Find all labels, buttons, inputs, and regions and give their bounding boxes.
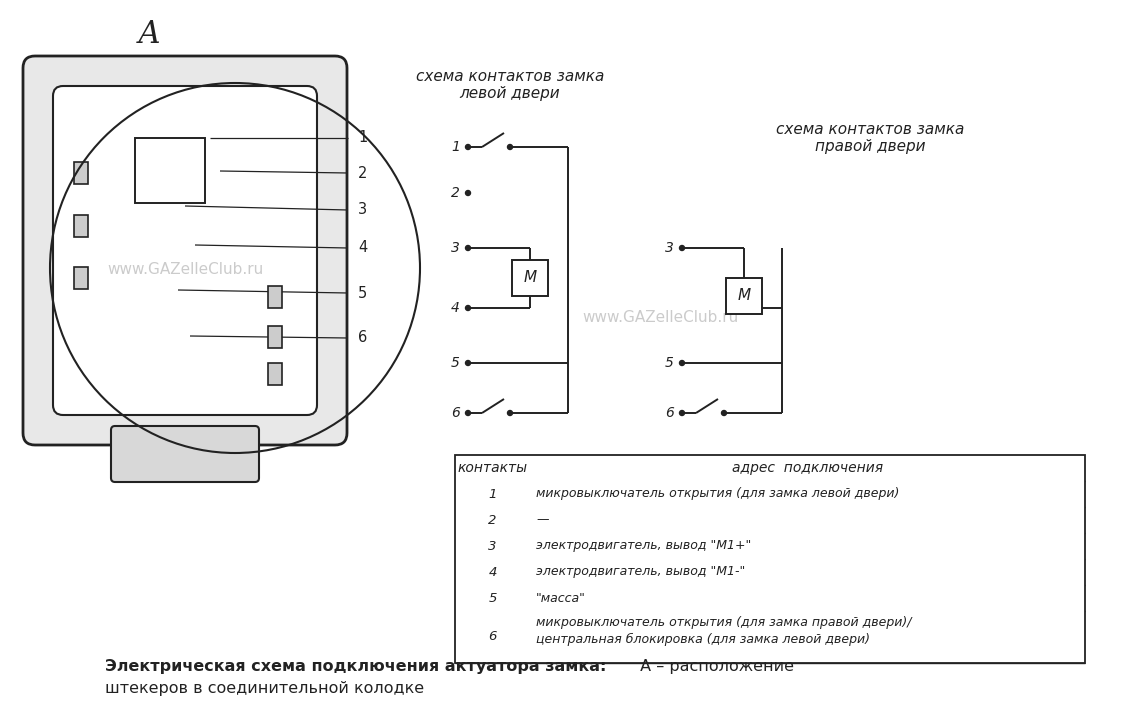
- Text: 6: 6: [665, 406, 674, 420]
- Circle shape: [466, 144, 470, 149]
- Text: 6: 6: [488, 630, 497, 644]
- Text: 2: 2: [451, 186, 460, 200]
- FancyBboxPatch shape: [268, 363, 282, 385]
- Text: 1: 1: [358, 130, 367, 146]
- Circle shape: [680, 245, 684, 250]
- Circle shape: [466, 191, 470, 196]
- Circle shape: [507, 411, 513, 416]
- Text: 3: 3: [358, 202, 367, 218]
- Text: адрес  подключения: адрес подключения: [732, 461, 883, 475]
- Text: 3: 3: [665, 241, 674, 255]
- Text: 4: 4: [358, 240, 367, 256]
- Text: штекеров в соединительной колодке: штекеров в соединительной колодке: [105, 681, 424, 695]
- FancyBboxPatch shape: [22, 56, 347, 445]
- Text: 6: 6: [358, 331, 367, 346]
- Circle shape: [466, 411, 470, 416]
- Text: 1: 1: [451, 140, 460, 154]
- Circle shape: [507, 144, 513, 149]
- Text: схема контактов замка
левой двери: схема контактов замка левой двери: [416, 69, 604, 101]
- Text: Электрическая схема подключения актуатора замка:: Электрическая схема подключения актуатор…: [105, 659, 606, 673]
- FancyBboxPatch shape: [74, 162, 88, 184]
- Circle shape: [680, 360, 684, 365]
- Text: 5: 5: [358, 285, 367, 301]
- Text: 1: 1: [488, 488, 497, 501]
- Text: 5: 5: [488, 591, 497, 604]
- Text: 2: 2: [488, 513, 497, 526]
- Text: www.GAZelleClub.ru: www.GAZelleClub.ru: [582, 311, 738, 325]
- Text: 3: 3: [451, 241, 460, 255]
- FancyBboxPatch shape: [512, 260, 548, 296]
- FancyBboxPatch shape: [74, 215, 88, 237]
- FancyBboxPatch shape: [135, 138, 205, 202]
- FancyBboxPatch shape: [111, 426, 259, 482]
- FancyBboxPatch shape: [726, 277, 762, 314]
- Text: 4: 4: [488, 566, 497, 579]
- Text: А – расположение: А – расположение: [635, 659, 794, 673]
- Text: 5: 5: [451, 356, 460, 370]
- FancyBboxPatch shape: [53, 86, 318, 415]
- Text: контакты: контакты: [458, 461, 527, 475]
- Text: электродвигатель, вывод "М1-": электродвигатель, вывод "М1-": [536, 566, 745, 579]
- Circle shape: [680, 411, 684, 416]
- Text: А: А: [137, 19, 160, 50]
- FancyBboxPatch shape: [268, 286, 282, 308]
- FancyBboxPatch shape: [268, 326, 282, 348]
- Text: 6: 6: [451, 406, 460, 420]
- Text: М: М: [737, 288, 751, 303]
- Text: схема контактов замка
правой двери: схема контактов замка правой двери: [775, 122, 964, 154]
- FancyBboxPatch shape: [74, 267, 88, 289]
- Text: 5: 5: [665, 356, 674, 370]
- Circle shape: [466, 306, 470, 311]
- Text: 4: 4: [451, 301, 460, 315]
- Circle shape: [466, 360, 470, 365]
- Text: М: М: [524, 271, 536, 285]
- Text: www.GAZelleClub.ru: www.GAZelleClub.ru: [107, 263, 264, 277]
- Text: —: —: [536, 513, 549, 526]
- Text: микровыключатель открытия (для замка правой двери)/
центральная блокировка (для : микровыключатель открытия (для замка пра…: [536, 616, 911, 646]
- Text: 2: 2: [358, 165, 367, 181]
- Circle shape: [466, 245, 470, 250]
- Text: "масса": "масса": [536, 591, 586, 604]
- Circle shape: [721, 411, 727, 416]
- Text: микровыключатель открытия (для замка левой двери): микровыключатель открытия (для замка лев…: [536, 488, 900, 501]
- FancyBboxPatch shape: [456, 455, 1085, 663]
- Text: 3: 3: [488, 539, 497, 553]
- Text: электродвигатель, вывод "М1+": электродвигатель, вывод "М1+": [536, 539, 752, 553]
